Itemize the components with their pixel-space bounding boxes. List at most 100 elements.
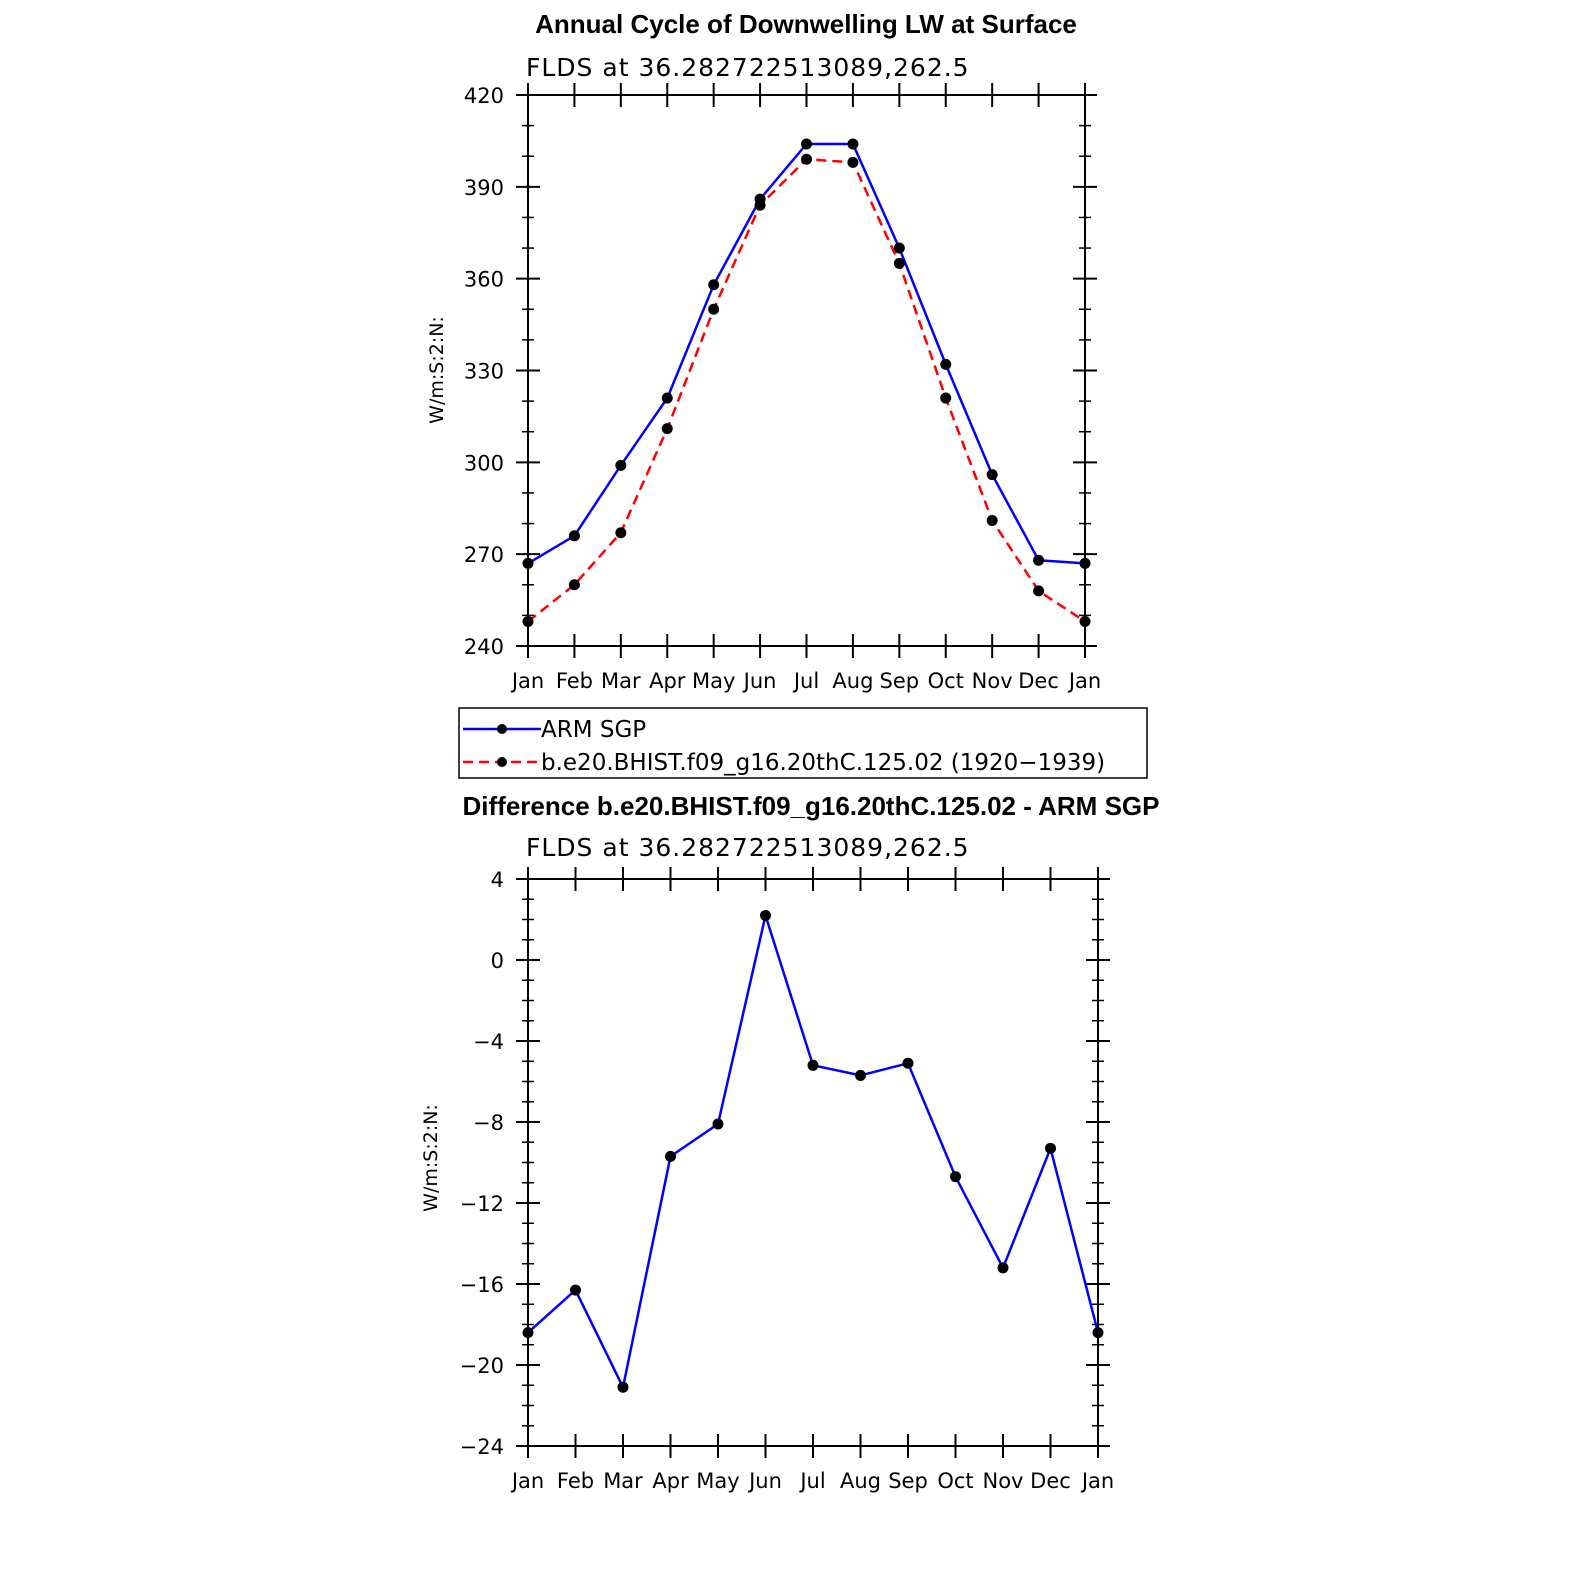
series-line-0 (527, 914, 1100, 1389)
x-tick-label: Mar (603, 1469, 643, 1493)
y-tick-labels: −24 −20 −16 −12 −8 −4 0 4 (460, 868, 504, 1459)
data-point-0 (708, 279, 720, 291)
y-tick-label: −8 (473, 1111, 504, 1135)
x-tick-label: Oct (937, 1469, 973, 1493)
chart-title: Annual Cycle of Downwelling LW at Surfac… (535, 9, 1077, 39)
data-point-0 (950, 1171, 961, 1183)
y-tick-label: 0 (491, 949, 504, 973)
difference-chart: Difference b.e20.BHIST.f09_g16.20thC.125… (420, 791, 1159, 1493)
x-tick-label: Jan (510, 669, 544, 693)
x-tick-label: Apr (649, 669, 686, 693)
plot-border (527, 94, 1086, 647)
data-point-0 (760, 909, 771, 921)
x-tick-label: Dec (1030, 1469, 1071, 1493)
data-point-0 (1033, 554, 1045, 566)
series-group (522, 138, 1091, 628)
y-tick-label: −16 (460, 1273, 504, 1297)
x-tick-label: Jun (742, 669, 777, 693)
x-tick-label: Aug (832, 669, 873, 693)
data-point-0 (661, 392, 673, 404)
y-tick-label: 270 (464, 543, 504, 567)
y-tick-label: −24 (460, 1435, 504, 1459)
x-tick-label: Jan (510, 1469, 544, 1493)
data-point-0 (902, 1057, 914, 1069)
y-tick-label: 300 (464, 451, 504, 475)
data-point-1 (801, 153, 812, 165)
data-point-0 (807, 1059, 819, 1071)
x-tick-label: Dec (1018, 669, 1059, 693)
y-tick-labels: 240 270 300 330 360 390 420 (464, 84, 504, 659)
legend-marker-model (497, 757, 507, 767)
data-point-0 (665, 1150, 676, 1162)
data-point-1 (986, 514, 998, 526)
chart-subtitle: FLDS at 36.282722513089,262.5 (526, 53, 970, 82)
y-axis-label: W/m:S:2:N: (420, 1104, 442, 1212)
data-point-1 (522, 616, 534, 628)
plot-frame (516, 83, 1097, 658)
data-point-0 (522, 557, 534, 569)
data-point-1 (940, 392, 952, 404)
y-tick-label: −12 (460, 1192, 504, 1216)
data-point-1 (568, 579, 580, 591)
chart-title: Difference b.e20.BHIST.f09_g16.20thC.125… (463, 791, 1160, 821)
y-tick-label: 240 (464, 635, 504, 659)
x-tick-label: Oct (928, 669, 964, 693)
data-point-0 (893, 242, 905, 254)
x-tick-label: Jun (747, 1469, 782, 1493)
y-tick-label: 390 (464, 176, 504, 200)
x-tick-label: May (696, 1469, 739, 1493)
x-tick-label: Feb (557, 1469, 594, 1493)
data-point-1 (1079, 616, 1091, 628)
y-tick-label: −20 (460, 1354, 504, 1378)
plot-border (527, 878, 1099, 1447)
data-point-0 (617, 1381, 629, 1393)
x-tick-labels: Jan Feb Mar Apr May Jun Jul Aug Sep Oct Nov Dec Jan (510, 669, 1101, 693)
data-point-1 (708, 303, 720, 315)
data-point-0 (615, 459, 627, 471)
legend-label-model: b.e20.BHIST.f09_g16.20thC.125.02 (1920−1… (541, 750, 1105, 776)
plot-frame (516, 867, 1110, 1458)
data-point-0 (712, 1118, 724, 1130)
y-tick-label: 330 (464, 360, 504, 384)
data-point-1 (893, 257, 905, 269)
data-point-0 (997, 1262, 1009, 1274)
legend: ARM SGP b.e20.BHIST.f09_g16.20thC.125.02… (458, 707, 1148, 779)
data-point-0 (847, 138, 859, 150)
x-tick-label: Aug (840, 1469, 881, 1493)
data-point-1 (754, 199, 766, 211)
data-point-1 (615, 527, 627, 539)
x-tick-label: Jul (792, 669, 819, 693)
data-point-0 (570, 1284, 581, 1296)
data-point-0 (1079, 557, 1091, 569)
data-point-0 (855, 1069, 866, 1081)
data-point-0 (522, 1327, 534, 1339)
x-tick-label: Jul (798, 1469, 825, 1493)
x-tick-label: May (692, 669, 735, 693)
x-tick-label: Nov (983, 1469, 1024, 1493)
y-tick-label: 420 (464, 84, 504, 108)
data-point-0 (940, 358, 952, 370)
x-tick-label: Sep (888, 1469, 928, 1493)
x-tick-label: Mar (601, 669, 641, 693)
legend-label-arm-sgp: ARM SGP (541, 717, 646, 743)
data-point-0 (568, 530, 580, 542)
x-tick-label: Apr (652, 1469, 689, 1493)
series-group (522, 909, 1104, 1393)
legend-marker-arm-sgp (497, 724, 507, 734)
series-line-1 (527, 158, 1086, 623)
y-tick-label: −4 (473, 1030, 504, 1054)
x-tick-label: Jan (1067, 669, 1101, 693)
data-point-0 (986, 469, 998, 481)
data-point-1 (661, 423, 673, 435)
x-tick-label: Sep (880, 669, 920, 693)
x-tick-labels: Jan Feb Mar Apr May Jun Jul Aug Sep Oct Nov Dec Jan (510, 1469, 1114, 1493)
data-point-0 (801, 138, 812, 150)
data-point-1 (847, 156, 859, 168)
data-point-0 (1045, 1142, 1056, 1154)
legend-box (458, 707, 1148, 779)
chart-subtitle: FLDS at 36.282722513089,262.5 (526, 833, 970, 862)
data-point-0 (1092, 1327, 1104, 1339)
x-tick-label: Feb (556, 669, 593, 693)
series-line-0 (527, 142, 1086, 565)
